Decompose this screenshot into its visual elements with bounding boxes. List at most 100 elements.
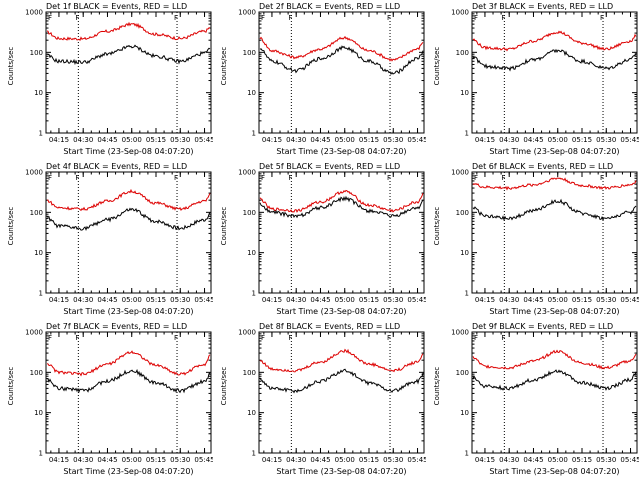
y-tick-label: 1	[39, 130, 43, 138]
marker-flag: F	[48, 174, 52, 182]
y-tick-label: 1	[465, 450, 469, 458]
x-tick-label: 05:45	[194, 456, 213, 464]
events-series-line	[259, 368, 424, 394]
marker-flag: F	[501, 334, 505, 342]
y-tick-label: 1000	[238, 9, 256, 17]
marker-flag: F	[288, 14, 292, 22]
plot-frame	[45, 11, 212, 134]
det-6-panel: Det 6f BLACK = Events, RED = LLD Start Ti…	[426, 160, 639, 320]
x-tick-label: 04:45	[97, 456, 117, 464]
y-tick-label: 10	[460, 249, 469, 257]
x-tick-label: 05:00	[335, 456, 355, 464]
x-tick-label: 04:45	[97, 136, 117, 144]
y-tick-label: 100	[30, 369, 43, 377]
x-tick-label: 05:00	[122, 456, 142, 464]
x-tick-label: 05:15	[572, 136, 592, 144]
x-tick-label: 05:00	[335, 296, 355, 304]
marker-flag: F	[75, 174, 79, 182]
marker-flag: F	[387, 174, 391, 182]
det-1-panel: Det 1f BLACK = Events, RED = LLD Start Ti…	[0, 0, 213, 160]
y-tick-label: 100	[456, 209, 469, 217]
x-tick-label: 05:15	[572, 456, 592, 464]
plot-frame	[471, 171, 638, 294]
y-tick-label: 100	[30, 209, 43, 217]
lld-series-line	[46, 21, 211, 42]
lld-series-line	[472, 177, 637, 191]
plot-area: F F F 1 10 100 1000 04:15 04:30 04:45 05:00 05:15 05…	[451, 9, 639, 145]
x-tick-label: 04:15	[475, 456, 495, 464]
lld-series-line	[46, 188, 211, 212]
x-tick-label: 05:45	[407, 296, 426, 304]
y-tick-label: 1000	[25, 329, 43, 337]
marker-flag: F	[75, 334, 79, 342]
y-tick-label: 1	[252, 130, 256, 138]
plot-area: F F F 1 10 100 1000 04:15 04:30 04:45 05:00 05:15 05…	[25, 329, 213, 465]
events-series-line	[46, 44, 211, 66]
marker-flag: F	[288, 174, 292, 182]
chart-title: Det 4f BLACK = Events, RED = LLD	[46, 162, 188, 171]
x-tick-label: 04:45	[523, 136, 543, 144]
events-series-line	[46, 368, 211, 394]
y-tick-label: 1000	[451, 329, 469, 337]
lld-series-line	[259, 35, 424, 62]
marker-flag: F	[600, 14, 604, 22]
x-axis-label: Start Time (23-Sep-08 04:07:20)	[63, 467, 194, 476]
plot-area: F F F 1 10 100 1000 04:15 04:30 04:45 05:00 05:15 05…	[25, 9, 213, 145]
marker-flag: F	[261, 14, 265, 22]
x-tick-label: 05:45	[407, 456, 426, 464]
y-tick-label: 1000	[451, 9, 469, 17]
y-tick-label: 100	[456, 49, 469, 57]
y-tick-label: 1	[252, 290, 256, 298]
marker-flag: F	[387, 14, 391, 22]
y-tick-label: 1000	[238, 169, 256, 177]
x-tick-label: 04:30	[286, 136, 306, 144]
y-tick-label: 10	[34, 89, 43, 97]
marker-flag: F	[48, 334, 52, 342]
x-tick-label: 05:45	[620, 296, 639, 304]
x-tick-label: 05:30	[383, 456, 403, 464]
plot-frame	[258, 171, 425, 294]
det-5-panel: Det 5f BLACK = Events, RED = LLD Start Ti…	[213, 160, 426, 320]
plot-frame	[45, 171, 212, 294]
x-tick-label: 05:30	[170, 296, 190, 304]
x-tick-label: 05:30	[170, 136, 190, 144]
x-axis-label: Start Time (23-Sep-08 04:07:20)	[276, 147, 407, 156]
plot-area: F F F 1 10 100 1000 04:15 04:30 04:45 05:00 05:15 05…	[238, 9, 426, 145]
chart-title: Det 6f BLACK = Events, RED = LLD	[472, 162, 614, 171]
marker-flag: F	[288, 334, 292, 342]
x-tick-label: 04:15	[49, 296, 69, 304]
chart-title: Det 9f BLACK = Events, RED = LLD	[472, 322, 614, 331]
x-tick-label: 04:15	[262, 296, 282, 304]
det-3-panel: Det 3f BLACK = Events, RED = LLD Start Ti…	[426, 0, 639, 160]
marker-flag: F	[501, 174, 505, 182]
x-tick-label: 04:30	[73, 296, 93, 304]
x-tick-label: 05:15	[359, 456, 379, 464]
x-tick-label: 05:30	[596, 136, 616, 144]
x-tick-label: 05:15	[572, 296, 592, 304]
x-tick-label: 04:45	[523, 296, 543, 304]
y-tick-label: 100	[243, 49, 256, 57]
y-tick-label: 10	[34, 409, 43, 417]
y-tick-label: 10	[460, 409, 469, 417]
x-tick-label: 05:15	[359, 136, 379, 144]
x-tick-label: 05:30	[596, 456, 616, 464]
marker-flag: F	[474, 334, 478, 342]
plot-frame	[45, 331, 212, 454]
marker-flag: F	[174, 14, 178, 22]
plot-frame	[258, 11, 425, 134]
marker-flag: F	[387, 334, 391, 342]
x-tick-label: 05:30	[596, 296, 616, 304]
x-tick-label: 05:30	[383, 136, 403, 144]
y-tick-label: 1000	[451, 169, 469, 177]
plot-area: F F F 1 10 100 1000 04:15 04:30 04:45 05:00 05:15 05…	[25, 169, 213, 305]
chart-title: Det 3f BLACK = Events, RED = LLD	[472, 2, 614, 11]
x-tick-label: 05:00	[122, 136, 142, 144]
plot-frame	[471, 11, 638, 134]
x-tick-label: 05:45	[194, 136, 213, 144]
x-tick-label: 05:30	[170, 456, 190, 464]
y-tick-label: 10	[247, 409, 256, 417]
x-axis-label: Start Time (23-Sep-08 04:07:20)	[276, 307, 407, 316]
plot-area: F F F 1 10 100 1000 04:15 04:30 04:45 05:00 05:15 05…	[451, 169, 639, 305]
det-4-panel: Det 4f BLACK = Events, RED = LLD Start Ti…	[0, 160, 213, 320]
events-series-line	[472, 48, 637, 72]
